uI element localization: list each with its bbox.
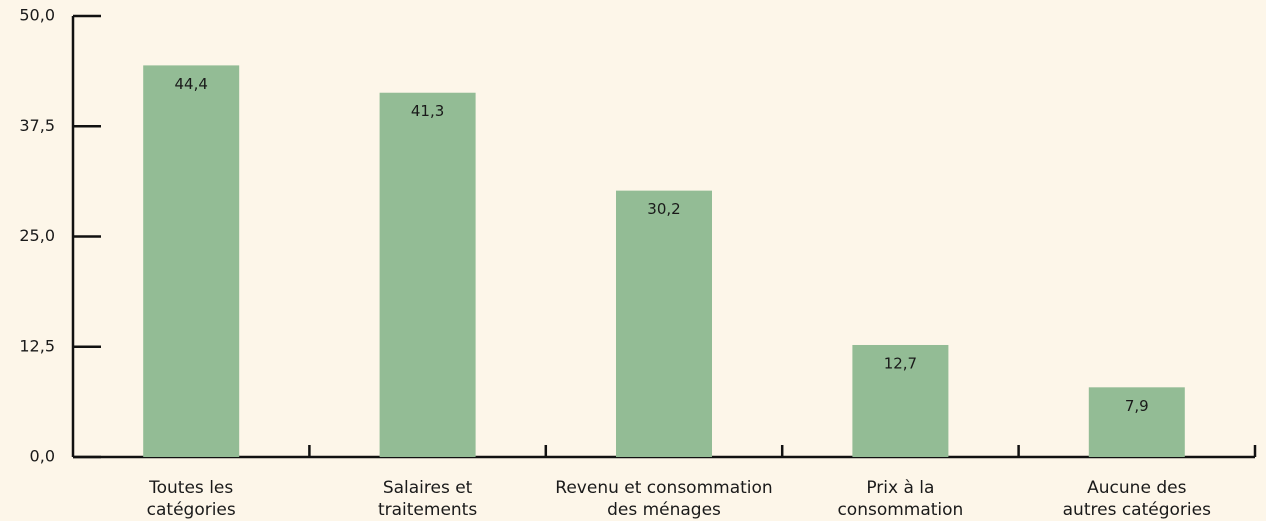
y-tick-label: 25,0	[19, 226, 55, 245]
value-label: 12,7	[884, 354, 917, 372]
y-tick-label: 37,5	[19, 116, 55, 135]
x-tick-label: Prix à la consommation	[837, 478, 963, 520]
bar	[852, 344, 949, 457]
x-tick-label-line: Aucune des	[1087, 478, 1186, 498]
x-tick-label-line: Prix à la	[866, 478, 934, 498]
bar	[379, 92, 476, 457]
value-label: 41,3	[411, 102, 444, 120]
x-tick-label-line: autres catégories	[1063, 500, 1211, 520]
value-label: 7,9	[1125, 397, 1149, 415]
x-tick-label: Revenu et consommation des ménages	[555, 478, 772, 520]
x-tick-label: Salaires et traitements	[378, 478, 477, 520]
x-tick-label-line: des ménages	[607, 500, 721, 520]
x-tick-label-line: consommation	[837, 500, 963, 520]
bar	[616, 190, 712, 458]
y-tick-label: 0,0	[30, 447, 55, 466]
x-tick-label: Aucune des autres catégories	[1063, 478, 1211, 520]
x-tick-label-line: catégories	[147, 500, 236, 520]
y-tick-label: 12,5	[19, 336, 55, 355]
value-label: 44,4	[174, 75, 207, 93]
value-label: 30,2	[647, 200, 680, 218]
x-tick-label-line: traitements	[378, 500, 477, 520]
x-tick-label: Toutes les catégories	[147, 478, 236, 520]
x-tick-label-line: Revenu et consommation	[555, 478, 772, 498]
bar	[1088, 387, 1185, 457]
y-tick-label: 50,0	[19, 6, 55, 25]
bar	[143, 65, 240, 457]
x-tick-label-line: Toutes les	[148, 478, 233, 498]
x-tick-label-line: Salaires et	[383, 478, 473, 498]
